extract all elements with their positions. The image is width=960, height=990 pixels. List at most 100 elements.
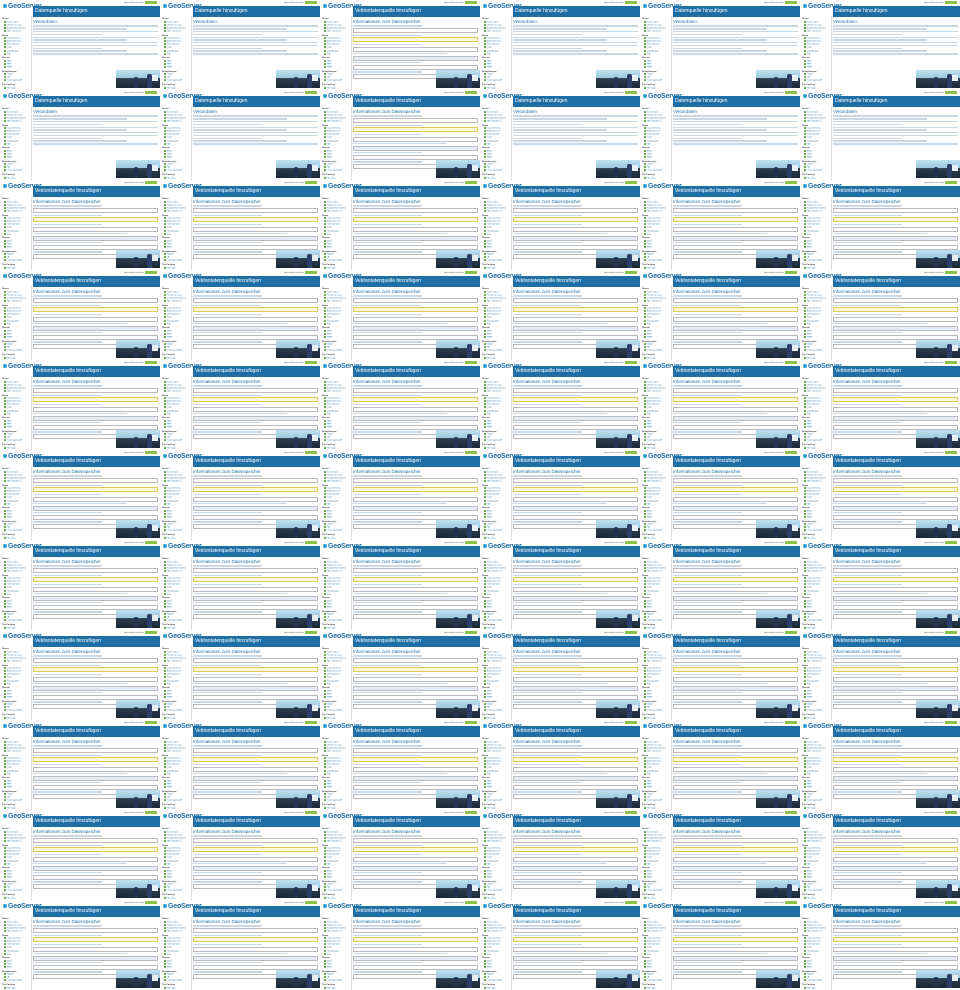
sidebar-item[interactable]: Layer-Vorschau — [164, 37, 191, 40]
sidebar-item[interactable]: Coverage-Zugriff — [644, 799, 671, 802]
form-field[interactable] — [353, 784, 478, 790]
form-field[interactable] — [353, 64, 478, 70]
logout-button[interactable] — [465, 811, 477, 814]
sidebar-item[interactable]: Serverstatus — [324, 561, 351, 563]
sidebar-item[interactable]: GeoServer Logs — [324, 744, 351, 746]
sidebar-item[interactable]: Layer — [324, 586, 351, 589]
sidebar-item[interactable]: WCS — [4, 240, 31, 242]
sidebar-item[interactable]: GeoServer Logs — [164, 474, 191, 476]
sidebar-item[interactable]: WFS — [644, 243, 671, 246]
sidebar-item[interactable]: Global — [644, 613, 671, 616]
sidebar-item[interactable]: Arbeitsbereiche — [324, 850, 351, 853]
sidebar-item[interactable]: WMS — [324, 336, 351, 339]
sidebar-item[interactable]: WMS — [324, 966, 351, 969]
sidebar-item[interactable]: WCS — [484, 870, 511, 872]
sidebar-item[interactable]: WMS — [804, 156, 831, 159]
sidebar-item[interactable]: GeoServer Logs — [164, 654, 191, 656]
form-field[interactable] — [833, 856, 958, 862]
sidebar-item[interactable]: Arbeitsbereiche — [4, 760, 31, 763]
sidebar-item[interactable]: Arbeitsbereiche — [644, 760, 671, 763]
sidebar-item[interactable]: GeoServer Logs — [804, 834, 831, 836]
sidebar-item[interactable]: Über GeoServer — [324, 840, 351, 843]
sidebar-item[interactable]: WCS — [484, 780, 511, 782]
sidebar-item[interactable]: Über GeoServer — [804, 750, 831, 753]
sidebar-item[interactable]: WMS — [804, 876, 831, 879]
sidebar-item[interactable]: WCS — [4, 600, 31, 602]
sidebar-item[interactable]: Layer — [644, 766, 671, 769]
sidebar-item[interactable]: Serverstatus — [804, 561, 831, 563]
sidebar-item[interactable]: GeoServer Logs — [324, 204, 351, 206]
form-field[interactable] — [33, 307, 158, 313]
sidebar-item[interactable]: Layer — [164, 856, 191, 859]
sidebar-item[interactable]: WCS — [4, 510, 31, 512]
form-field[interactable] — [513, 325, 638, 331]
sidebar-item[interactable]: Layer — [644, 496, 671, 499]
sidebar-item[interactable]: WFS — [484, 873, 511, 876]
app-logo[interactable]: GeoServer — [163, 93, 202, 100]
form-field[interactable] — [33, 766, 158, 772]
sidebar-item[interactable]: Stile — [324, 953, 351, 955]
form-field[interactable] — [513, 487, 638, 493]
sidebar-item[interactable]: Layer-Vorschau — [164, 757, 191, 760]
form-field[interactable] — [193, 856, 318, 862]
sidebar-item[interactable]: Layer — [804, 766, 831, 769]
sidebar-item[interactable]: Layergruppen — [644, 50, 671, 52]
sidebar-item[interactable]: Layergruppen — [164, 860, 191, 862]
sidebar-item[interactable]: Coverage-Zugriff — [164, 439, 191, 442]
sidebar-item[interactable]: GeoServer Logs — [644, 564, 671, 566]
form-field[interactable] — [673, 334, 798, 340]
sidebar-item[interactable]: Global — [4, 253, 31, 256]
logout-button[interactable] — [625, 721, 637, 724]
sidebar-item[interactable]: Coverage-Zugriff — [804, 79, 831, 82]
sidebar-item[interactable]: WCS — [4, 960, 31, 962]
sidebar-item[interactable]: Global — [804, 433, 831, 436]
form-field[interactable] — [193, 766, 318, 772]
sidebar-item[interactable]: Layer — [644, 856, 671, 859]
form-field[interactable] — [513, 316, 638, 322]
sidebar-item[interactable]: Über GeoServer — [324, 210, 351, 213]
sidebar-item[interactable]: Datenspeicher — [4, 673, 31, 676]
sidebar-item[interactable]: JAI — [644, 436, 671, 439]
sidebar-item[interactable]: Kontaktinformationen — [4, 837, 31, 839]
sidebar-item[interactable]: Global — [4, 523, 31, 526]
sidebar-item[interactable]: Layer — [4, 46, 31, 49]
sidebar-item[interactable]: Layergruppen — [164, 320, 191, 322]
sidebar-item[interactable]: Arbeitsbereiche — [164, 940, 191, 943]
form-field[interactable] — [673, 667, 798, 673]
sidebar-item[interactable]: Global — [324, 973, 351, 976]
sidebar-item[interactable]: Datenspeicher — [804, 853, 831, 856]
sidebar-item[interactable]: Datenspeicher — [4, 763, 31, 766]
logout-button[interactable] — [785, 541, 797, 544]
form-field[interactable] — [193, 235, 318, 241]
sidebar-item[interactable]: Datenspeicher — [484, 493, 511, 496]
logout-button[interactable] — [625, 631, 637, 634]
sidebar-item[interactable]: Über GeoServer — [804, 390, 831, 393]
sidebar-item[interactable]: WFS — [484, 963, 511, 966]
form-field[interactable] — [513, 595, 638, 601]
sidebar-item[interactable]: Kontaktinformationen — [4, 567, 31, 569]
app-logo[interactable]: GeoServer — [803, 453, 842, 460]
sidebar-item[interactable]: Über GeoServer — [164, 660, 191, 663]
sidebar-item[interactable]: Datenspeicher — [484, 133, 511, 136]
sidebar-item[interactable]: Stile — [644, 683, 671, 685]
sidebar-item[interactable]: Arbeitsbereiche — [164, 580, 191, 583]
app-logo[interactable]: GeoServer — [803, 3, 842, 10]
form-field[interactable] — [513, 514, 638, 520]
sidebar-item[interactable]: Über GeoServer — [324, 570, 351, 573]
sidebar-item[interactable]: Global — [644, 343, 671, 346]
sidebar-item[interactable]: Layer-Vorschau — [804, 217, 831, 220]
sidebar-item[interactable]: Stile — [4, 683, 31, 685]
form-field[interactable] — [193, 487, 318, 493]
sidebar-item[interactable]: Arbeitsbereiche — [324, 760, 351, 763]
sidebar-item[interactable]: Serverstatus — [164, 741, 191, 743]
sidebar-item[interactable]: Tile-Layer — [324, 717, 351, 719]
sidebar-item[interactable]: Stile — [484, 773, 511, 775]
sidebar-item[interactable]: WFS — [324, 603, 351, 606]
sidebar-item[interactable]: Serverstatus — [324, 21, 351, 23]
sidebar-item[interactable]: Serverstatus — [324, 651, 351, 653]
sidebar-item[interactable]: Layer-Vorschau — [644, 217, 671, 220]
form-field[interactable] — [33, 937, 158, 943]
sidebar-item[interactable]: Arbeitsbereiche — [644, 40, 671, 43]
sidebar-item[interactable]: Arbeitsbereiche — [484, 400, 511, 403]
sidebar-item[interactable]: Coverage-Zugriff — [804, 979, 831, 982]
